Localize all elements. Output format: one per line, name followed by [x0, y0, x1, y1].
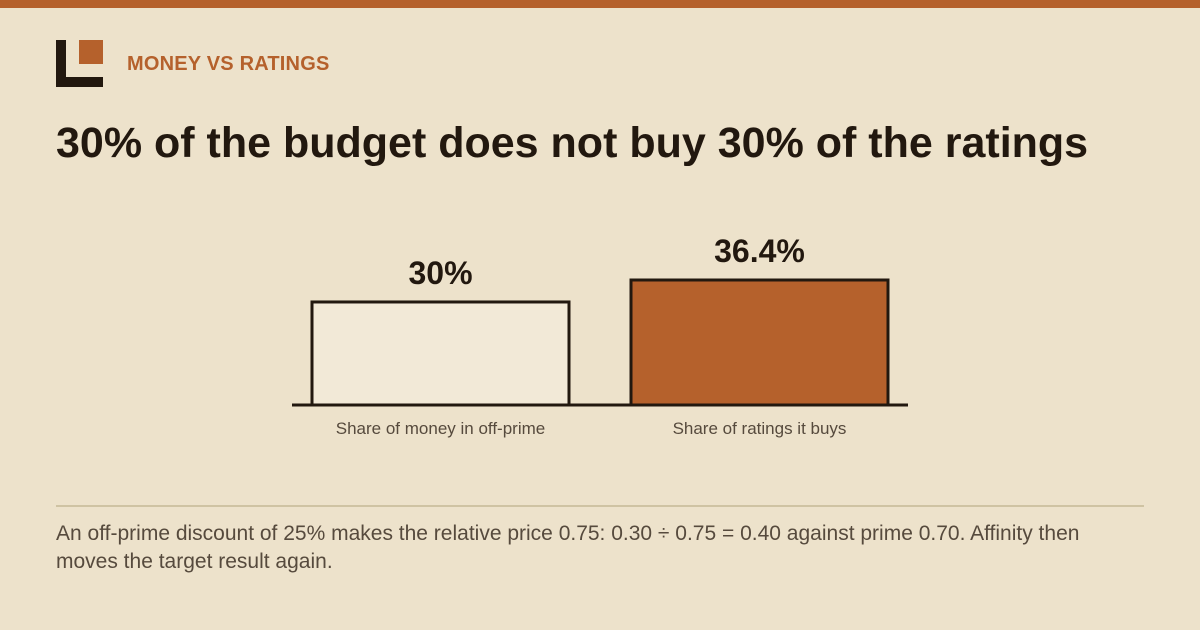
top-accent-bar	[0, 0, 1200, 8]
category-label-1: Share of money in off-prime	[336, 419, 545, 438]
bar-2	[629, 278, 890, 407]
bar-value-label-2: 36.4%	[714, 233, 805, 269]
divider	[56, 505, 1144, 507]
brand-logo-icon	[56, 40, 103, 87]
bar-1	[310, 300, 571, 407]
footnote: An off-prime discount of 25% makes the r…	[56, 522, 1080, 573]
bar-chart: 30% Share of money in off-prime 36.4% Share…	[292, 233, 908, 438]
kicker-label: MONEY VS RATINGS	[127, 53, 330, 75]
page-title: 30% of the budget does not buy 30% of th…	[56, 119, 1089, 167]
bar-value-label-1: 30%	[408, 255, 472, 291]
category-label-2: Share of ratings it buys	[673, 419, 847, 438]
